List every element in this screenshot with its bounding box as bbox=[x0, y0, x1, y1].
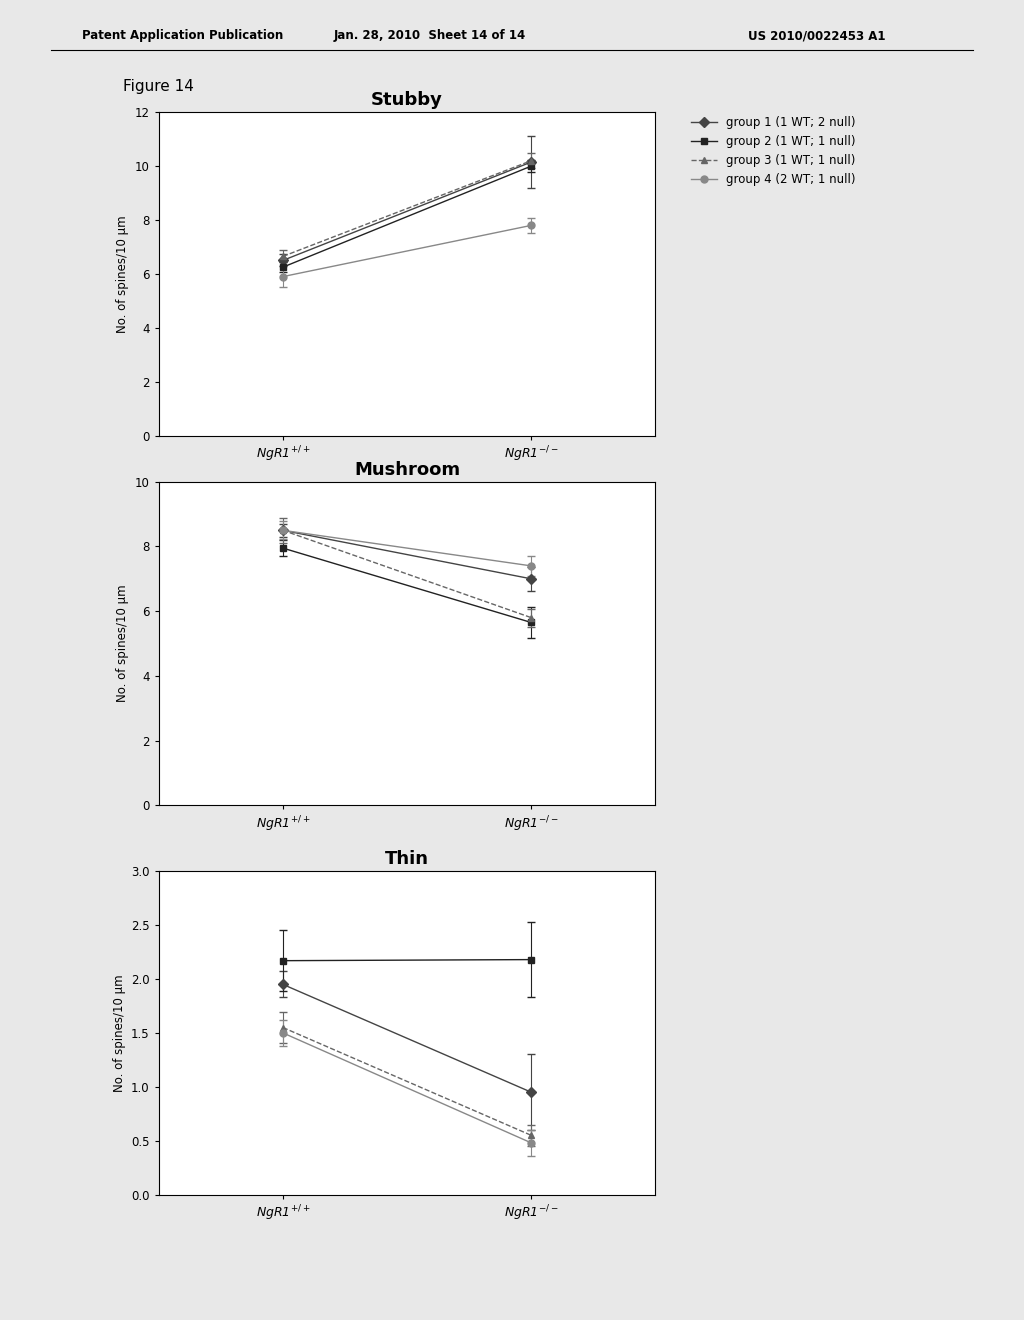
Title: Thin: Thin bbox=[385, 850, 429, 869]
Y-axis label: No. of spines/10 μm: No. of spines/10 μm bbox=[113, 974, 126, 1092]
Y-axis label: No. of spines/10 μm: No. of spines/10 μm bbox=[116, 215, 129, 333]
Text: Figure 14: Figure 14 bbox=[123, 79, 194, 94]
Text: US 2010/0022453 A1: US 2010/0022453 A1 bbox=[748, 29, 885, 42]
Legend: group 1 (1 WT; 2 null), group 2 (1 WT; 1 null), group 3 (1 WT; 1 null), group 4 : group 1 (1 WT; 2 null), group 2 (1 WT; 1… bbox=[686, 112, 860, 191]
Y-axis label: No. of spines/10 μm: No. of spines/10 μm bbox=[117, 585, 129, 702]
Text: Jan. 28, 2010  Sheet 14 of 14: Jan. 28, 2010 Sheet 14 of 14 bbox=[334, 29, 526, 42]
Title: Mushroom: Mushroom bbox=[354, 461, 460, 479]
Title: Stubby: Stubby bbox=[371, 91, 443, 110]
Text: Patent Application Publication: Patent Application Publication bbox=[82, 29, 284, 42]
